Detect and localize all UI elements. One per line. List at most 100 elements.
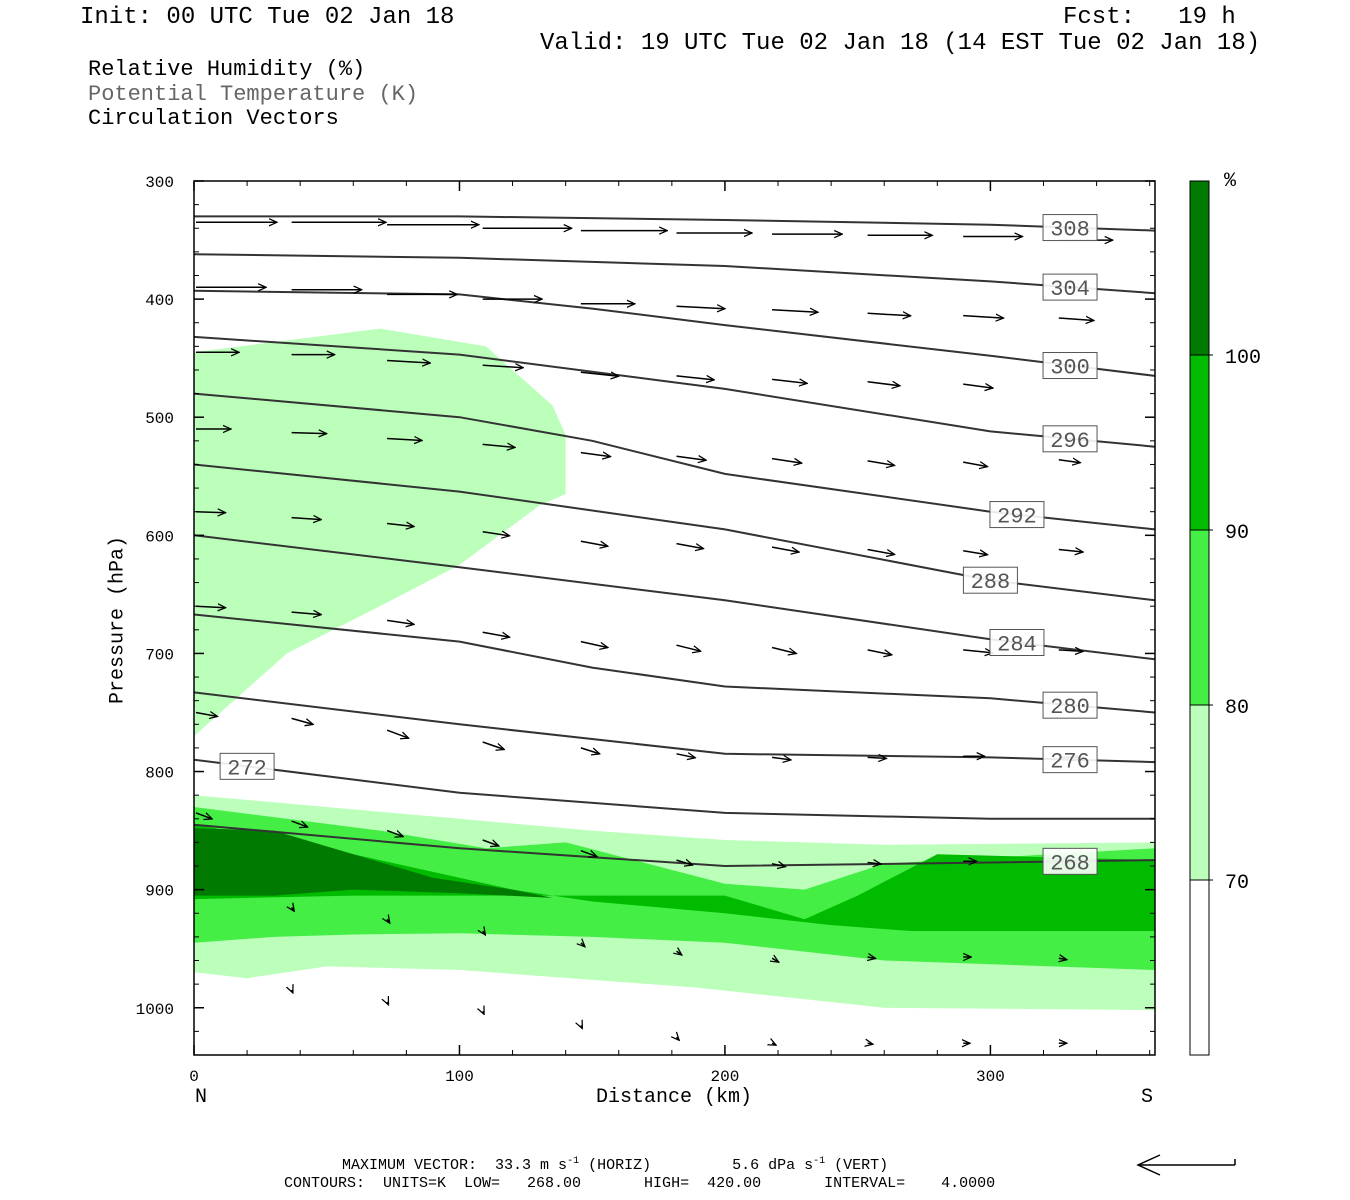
colorbar-band [1190,530,1209,705]
x-tick-label: 100 [445,1068,474,1086]
rh-region-70 [194,328,566,737]
wind-vector [867,548,895,555]
svg-text:280: 280 [1050,695,1090,720]
legend-rh: Relative Humidity (%) [88,57,366,82]
wind-vector [771,459,802,464]
colorbar-unit: % [1224,170,1237,193]
wind-vector [676,456,707,460]
contour-label-272: 272 [219,752,275,781]
wind-vector [482,631,510,637]
footer-contours: CONTOURS: UNITS=K LOW= 268.00 HIGH= 420.… [284,1175,996,1192]
y-tick-label: 700 [145,646,174,664]
contour-label-284: 284 [989,628,1045,657]
wind-vector [292,907,295,911]
wind-vector [963,316,1004,319]
wind-vector [1058,460,1081,463]
theta-contour-308 [194,215,1155,232]
wind-vector [195,512,226,513]
wind-vector [387,361,430,364]
wind-vector [292,990,293,993]
wind-vector [676,306,726,309]
wind-vector [483,1011,485,1014]
legend-vectors: Circulation Vectors [88,106,339,131]
theta-contour-288 [194,463,1155,602]
x-axis-label: Distance (km) [595,1086,753,1109]
rh-region-100 [194,828,553,898]
wind-vector [676,376,715,380]
colorbar-label: 80 [1225,697,1249,720]
theta-contour-280 [194,613,1155,714]
wind-vector [580,849,597,857]
wind-vector [867,757,887,758]
y-tick-label: 1000 [136,1001,174,1019]
wind-vector [291,612,322,615]
wind-vector [963,551,987,555]
wind-vector [291,518,322,520]
wind-vector [867,649,892,655]
contour-label-276: 276 [1042,746,1098,775]
wind-vector [1058,318,1094,321]
wind-vector [771,546,799,552]
max-horiz-value: 33.3 m s [495,1157,568,1174]
init-time: Init: 00 UTC Tue 02 Jan 18 [80,4,455,31]
wind-vector [867,313,911,316]
colorbar-label: 70 [1225,872,1249,895]
contour-label-280: 280 [1042,691,1098,720]
colorbar-label: 90 [1225,522,1249,545]
x-tick-label: 200 [711,1068,740,1086]
wind-vector [386,620,414,624]
colorbar-band [1190,880,1209,1055]
y-tick-label: 800 [145,765,174,783]
wind-vector [580,453,611,457]
wind-vector [580,640,608,648]
wind-vector [676,860,693,865]
wind-vector [676,644,701,651]
wind-vector [677,1037,680,1040]
wind-vector [867,382,900,386]
x-tick-label: 0 [189,1068,199,1086]
contour-label-268: 268 [1042,847,1098,876]
svg-text:292: 292 [997,505,1037,530]
y-tick-label: 900 [145,883,174,901]
wind-vector [676,754,696,758]
wind-vector [195,713,218,717]
svg-text:276: 276 [1050,750,1090,775]
wind-vector [581,943,585,947]
wind-vector [1058,550,1083,553]
wind-vector [386,829,403,837]
vert-tag: (VERT) [834,1157,889,1174]
svg-text:288: 288 [971,570,1011,595]
wind-vector [963,650,993,653]
wind-vector [482,532,510,536]
y-tick-label: 300 [145,174,174,192]
svg-text:296: 296 [1050,429,1090,454]
wind-vector [772,310,818,313]
legend-theta: Potential Temperature (K) [88,82,419,107]
footer-max-vector: MAXIMUM VECTOR: 33.3 m s-1 (HORIZ) 5.6 d… [342,1156,888,1174]
svg-text:300: 300 [1050,356,1090,381]
wind-vector [580,372,619,376]
wind-vector [581,1026,583,1029]
wind-vector [868,1043,873,1044]
svg-text:268: 268 [1050,851,1090,876]
south-label: S [1141,1086,1154,1109]
theta-contour-304 [194,253,1155,295]
theta-contour-276 [194,691,1155,764]
max-vector-label: MAXIMUM VECTOR: [342,1157,478,1174]
wind-vector [291,433,327,434]
valid-time: Valid: 19 UTC Tue 02 Jan 18 (14 EST Tue … [540,30,1261,57]
plot-frame [193,180,1156,1056]
svg-text:272: 272 [227,756,267,781]
wind-vector [387,439,422,441]
x-tick-label: 300 [976,1068,1005,1086]
rh-region-90 [194,824,1155,931]
wind-vector [387,1002,390,1005]
y-axis-label: Pressure (hPa) [106,535,130,705]
wind-vector [867,863,882,865]
colorbar-label: 100 [1225,347,1261,370]
wind-vector [771,646,796,654]
contour-label-304: 304 [1042,273,1098,302]
wind-vector [676,542,704,549]
wind-vector [677,951,682,955]
wind-vector [386,729,409,738]
